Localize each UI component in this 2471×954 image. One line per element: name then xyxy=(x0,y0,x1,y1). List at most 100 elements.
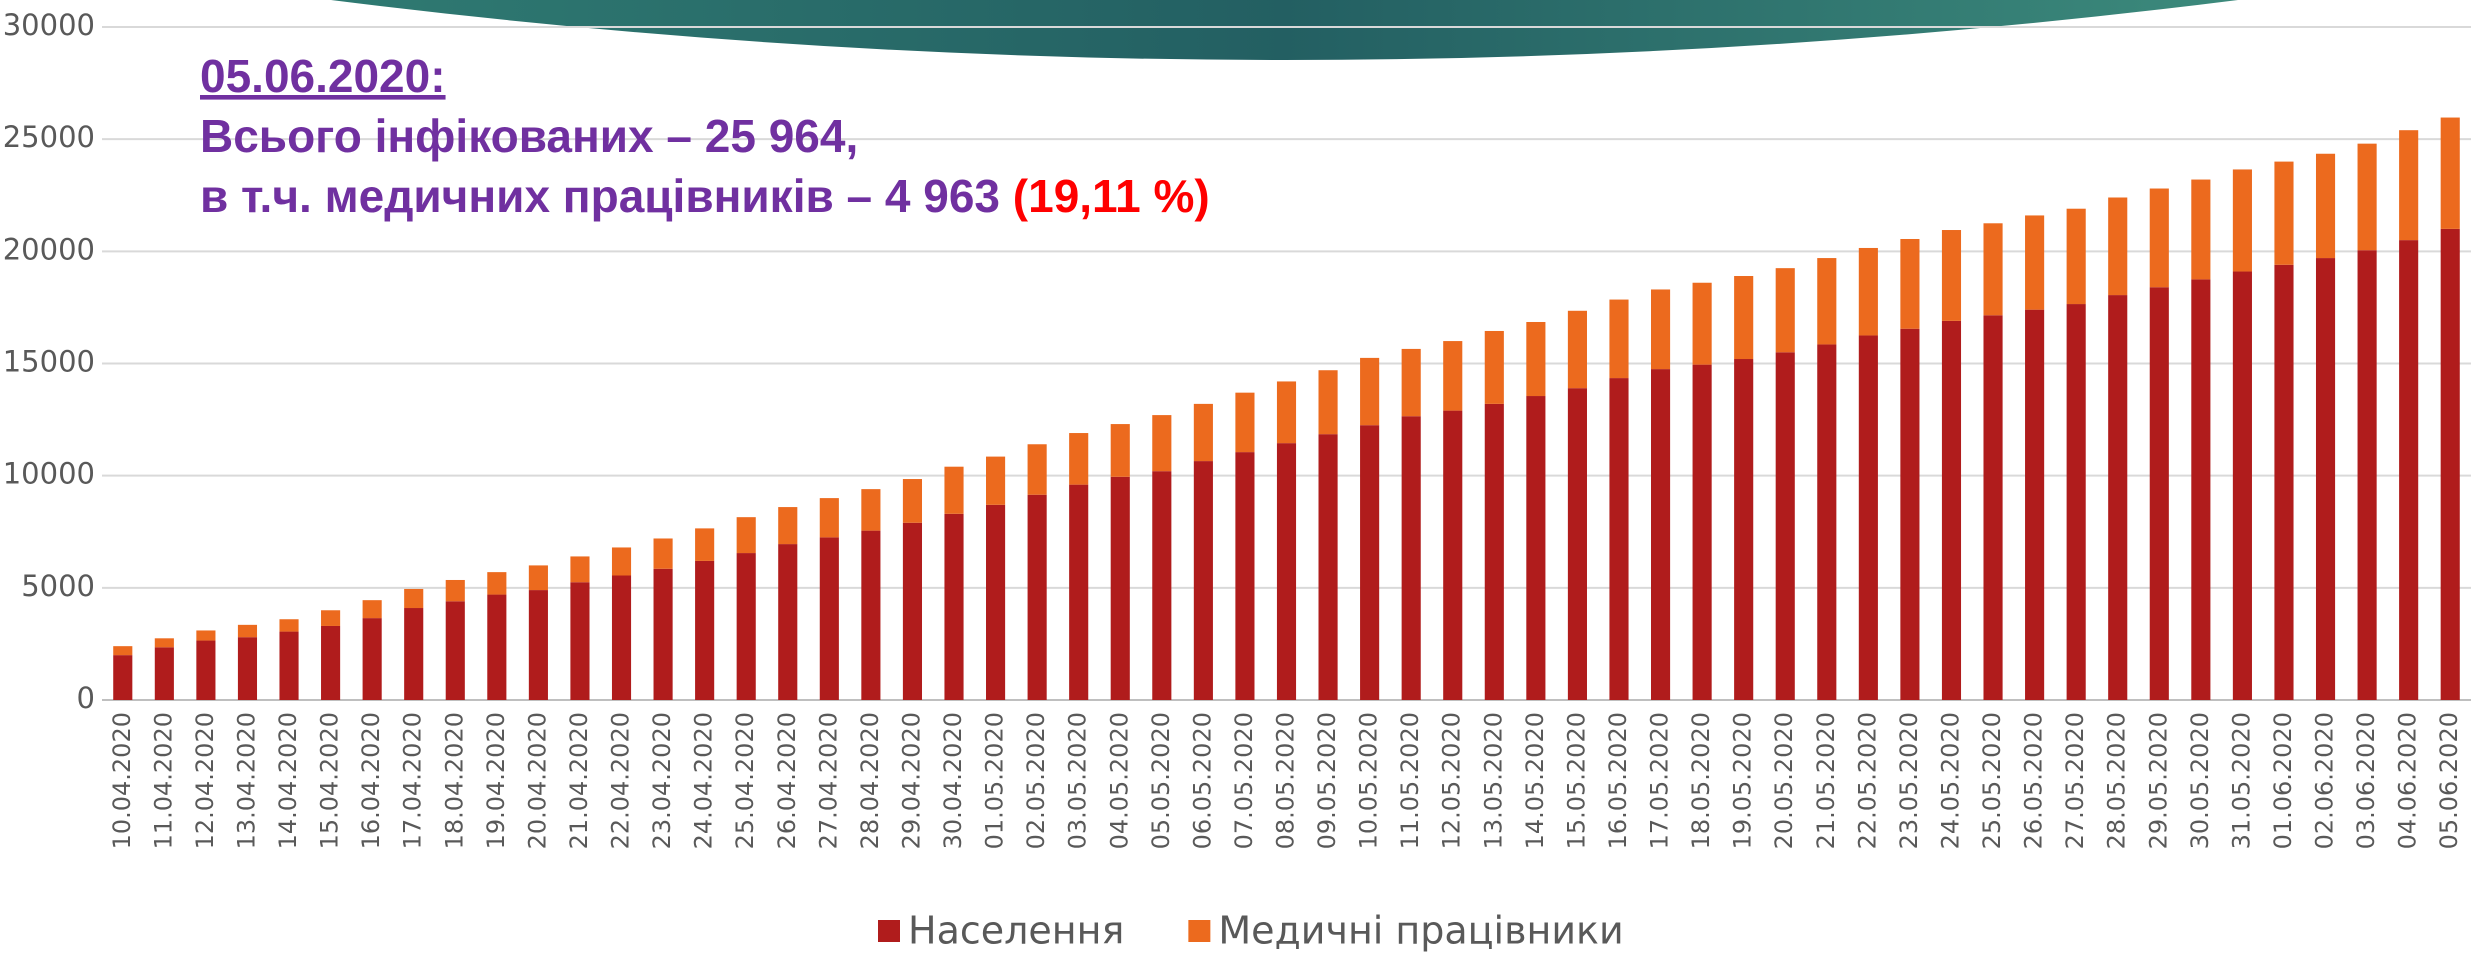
bar-segment xyxy=(2232,271,2252,700)
bar-segment xyxy=(487,594,507,700)
x-tick-label: 25.04.2020 xyxy=(731,712,759,849)
bar-segment xyxy=(154,638,174,648)
x-tick-label: 01.06.2020 xyxy=(2269,712,2297,849)
annotation-line: Всього інфікованих – 25 964, xyxy=(200,110,858,162)
x-tick-label: 21.04.2020 xyxy=(565,712,593,849)
bar-segment xyxy=(528,565,548,591)
bar-segment xyxy=(653,538,673,569)
bar-segment xyxy=(2399,240,2419,700)
bar-segment xyxy=(1775,268,1795,353)
legend-swatch xyxy=(878,920,900,942)
bar-segment xyxy=(1193,403,1213,462)
annotation-line: в т.ч. медичних працівників – 4 963 (19,… xyxy=(200,170,1210,222)
x-tick-label: 30.04.2020 xyxy=(939,712,967,849)
bar-segment xyxy=(2191,179,2211,280)
bar-segment xyxy=(819,498,839,538)
bar-segment xyxy=(1692,282,1712,365)
x-tick-label: 11.04.2020 xyxy=(149,712,177,849)
x-tick-label: 25.05.2020 xyxy=(1978,712,2006,849)
bar-segment xyxy=(1443,410,1463,700)
x-tick-label: 16.05.2020 xyxy=(1604,712,1632,849)
bar-segment xyxy=(1152,415,1172,472)
bar-segment xyxy=(2440,117,2460,229)
bar-segment xyxy=(1235,452,1255,700)
bar-segment xyxy=(778,544,798,700)
bar-segment xyxy=(2066,208,2086,305)
bar-segment xyxy=(1276,381,1297,444)
bar-segment xyxy=(1817,344,1837,700)
x-tick-label: 01.05.2020 xyxy=(981,712,1009,849)
x-tick-label: 14.05.2020 xyxy=(1521,712,1549,849)
bar-segment xyxy=(362,618,382,700)
x-tick-label: 22.05.2020 xyxy=(1853,712,1881,849)
bar-segment xyxy=(1401,416,1421,700)
bar-segment xyxy=(695,528,715,561)
x-tick-label: 19.05.2020 xyxy=(1729,712,1757,849)
bar-segment xyxy=(1193,461,1213,700)
y-tick-label: 5000 xyxy=(21,569,95,603)
x-tick-label: 24.04.2020 xyxy=(690,712,718,849)
bar-segment xyxy=(279,631,299,700)
bar-segment xyxy=(1526,396,1546,700)
bar-segment xyxy=(1983,315,2003,700)
bar-segment xyxy=(445,579,465,602)
bar-segment xyxy=(2066,304,2086,700)
bar-segment xyxy=(2357,143,2377,251)
bar-segment xyxy=(944,513,964,700)
annotation-percent: (19,11 %) xyxy=(1013,170,1210,222)
x-tick-label: 03.05.2020 xyxy=(1064,712,1092,849)
x-tick-label: 04.06.2020 xyxy=(2394,712,2422,849)
bar-segment xyxy=(237,637,258,700)
x-tick-label: 17.04.2020 xyxy=(399,712,427,849)
bar-segment xyxy=(1567,310,1587,389)
x-tick-label: 12.05.2020 xyxy=(1438,712,1466,849)
x-tick-label: 24.05.2020 xyxy=(1936,712,1964,849)
bar-segment xyxy=(778,507,798,545)
bar-segment xyxy=(902,522,923,700)
bar-segment xyxy=(944,466,964,514)
x-tick-label: 12.04.2020 xyxy=(191,712,219,849)
x-tick-label: 30.05.2020 xyxy=(2186,712,2214,849)
bar-segment xyxy=(2149,188,2169,288)
x-tick-label: 18.04.2020 xyxy=(440,712,468,849)
bar-segment xyxy=(1276,443,1297,700)
x-tick-label: 27.04.2020 xyxy=(814,712,842,849)
bar-segment xyxy=(1443,341,1463,411)
bar-segment xyxy=(113,646,133,656)
bar-segment xyxy=(2274,161,2294,265)
bar-segment xyxy=(113,655,133,700)
x-tick-label: 06.05.2020 xyxy=(1188,712,1216,849)
x-tick-label: 15.05.2020 xyxy=(1562,712,1590,849)
x-tick-label: 28.04.2020 xyxy=(856,712,884,849)
bar-segment xyxy=(1983,223,2003,316)
bar-segment xyxy=(736,517,756,554)
bar-segment xyxy=(1941,230,1962,321)
bar-segment xyxy=(2399,130,2419,241)
bar-segment xyxy=(196,640,216,700)
x-tick-label: 03.06.2020 xyxy=(2352,712,2380,849)
x-tick-label: 10.04.2020 xyxy=(108,712,136,849)
x-tick-label: 09.05.2020 xyxy=(1313,712,1341,849)
bar-segment xyxy=(986,456,1006,505)
bar-segment xyxy=(321,610,341,626)
bar-segment xyxy=(2025,215,2045,310)
x-tick-label: 16.04.2020 xyxy=(357,712,385,849)
bar-segment xyxy=(736,553,756,700)
x-tick-label: 20.05.2020 xyxy=(1770,712,1798,849)
bar-segment xyxy=(1484,403,1504,700)
bar-segment xyxy=(1360,425,1380,700)
x-tick-label: 13.04.2020 xyxy=(232,712,260,849)
bar-segment xyxy=(2440,228,2460,700)
bar-segment xyxy=(404,608,424,700)
y-tick-label: 20000 xyxy=(3,232,95,266)
header-banner xyxy=(331,0,2238,60)
bar-segment xyxy=(1734,359,1754,700)
bar-segment xyxy=(2315,258,2336,700)
bar-segment xyxy=(695,560,715,700)
x-tick-label: 26.04.2020 xyxy=(773,712,801,849)
bar-segment xyxy=(653,568,673,700)
bar-segment xyxy=(1567,388,1587,700)
x-tick-label: 29.04.2020 xyxy=(897,712,925,849)
x-tick-label: 08.05.2020 xyxy=(1272,712,1300,849)
bar-segment xyxy=(2108,295,2128,700)
